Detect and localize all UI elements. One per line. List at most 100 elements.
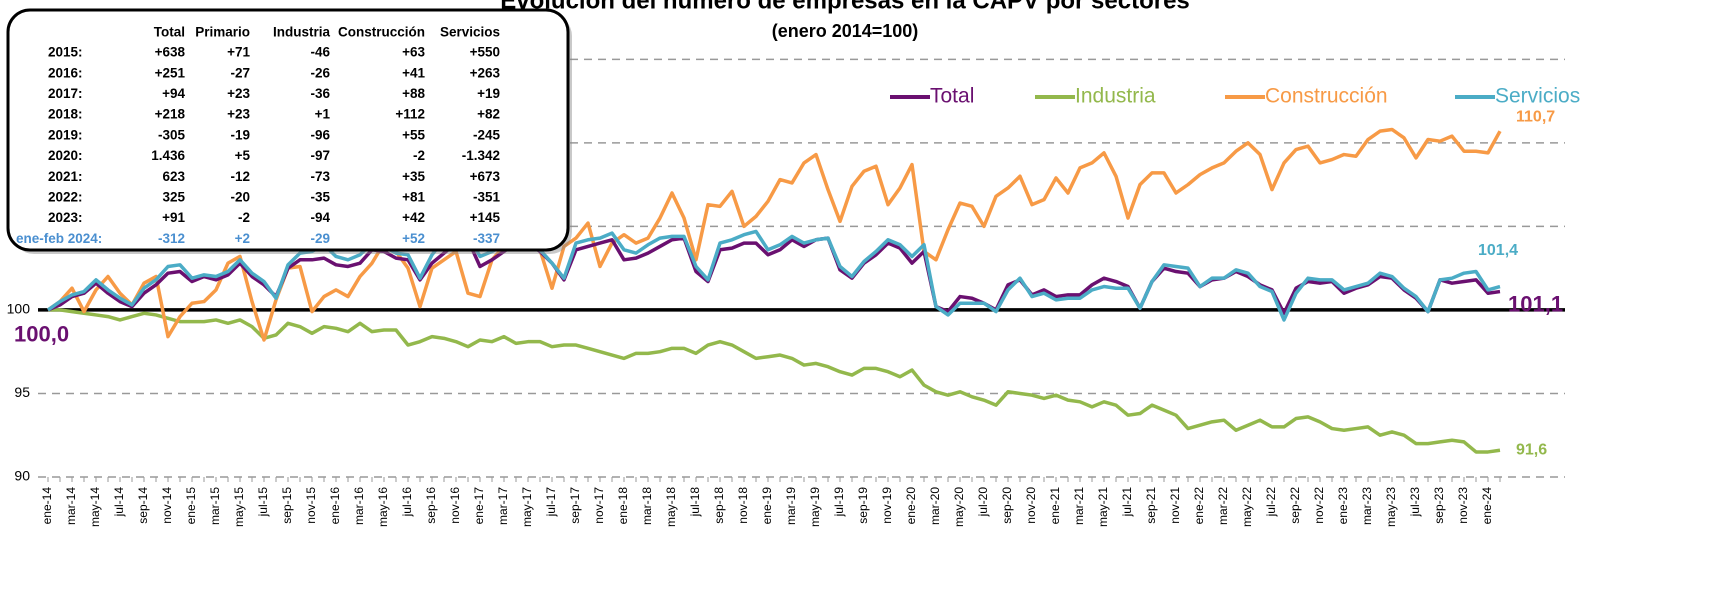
x-tick-label: jul-20	[976, 487, 990, 518]
x-tick-label: mar-14	[64, 487, 78, 525]
x-tick-label: mar-17	[496, 487, 510, 525]
table-cell: +218	[155, 107, 186, 122]
x-tick-label: nov-21	[1168, 487, 1182, 524]
table-cell: -73	[310, 169, 330, 184]
table-cell: 1.436	[151, 148, 185, 163]
table-cell: -2	[413, 148, 425, 163]
table-cell: 623	[162, 169, 185, 184]
table-cell: +81	[402, 189, 425, 204]
x-tick-label: nov-22	[1312, 487, 1326, 524]
table-cell: -29	[310, 231, 330, 246]
table-cell: -19	[230, 127, 250, 142]
x-tick-label: mar-16	[352, 487, 366, 525]
table-cell: +88	[402, 86, 425, 101]
x-tick-label: sep-19	[856, 487, 870, 524]
x-tick-label: sep-20	[1000, 487, 1014, 524]
x-tick-label: nov-17	[592, 487, 606, 524]
x-tick-label: mar-22	[1216, 487, 1230, 525]
x-tick-label: may-16	[376, 487, 390, 527]
table-cell: -12	[230, 169, 250, 184]
x-tick-label: sep-16	[424, 487, 438, 524]
table-cell: ene-feb 2024:	[16, 231, 102, 246]
x-tick-label: may-21	[1096, 487, 1110, 527]
table-cell: 2021:	[48, 169, 83, 184]
table-cell: -1.342	[462, 148, 500, 163]
x-tick-label: jul-17	[544, 487, 558, 518]
table-cell: -2	[238, 210, 250, 225]
table-cell: -337	[473, 231, 500, 246]
x-tick-label: nov-14	[160, 487, 174, 524]
chart-title: Evolución del número de empresas en la C…	[500, 0, 1190, 14]
x-tick-label: may-22	[1240, 487, 1254, 527]
x-tick-label: ene-14	[40, 487, 54, 525]
legend: Total Industria Construcción Servicios	[890, 85, 1580, 108]
x-tick-label: jul-22	[1264, 487, 1278, 518]
table-cell: +2	[235, 231, 250, 246]
x-tick-label: mar-19	[784, 487, 798, 525]
x-tick-label: jul-19	[832, 487, 846, 518]
table-cell: 2023:	[48, 210, 83, 225]
x-tick-label: nov-23	[1456, 487, 1470, 524]
table-header: Primario	[195, 25, 250, 40]
x-tick-label: mar-18	[640, 487, 654, 525]
table-frame	[6, 8, 570, 252]
x-tick-label: jul-15	[256, 487, 270, 518]
series-line	[48, 308, 1501, 454]
table-cell: -36	[310, 86, 330, 101]
table-cell: -245	[473, 127, 501, 142]
table-cell: +263	[470, 65, 501, 80]
x-tick-label: sep-22	[1288, 487, 1302, 524]
table-cell: +673	[470, 169, 501, 184]
end-label: 101,1	[1508, 291, 1563, 316]
table-cell: +52	[402, 231, 425, 246]
y-tick-label: 100	[7, 301, 31, 317]
legend-label: Total	[930, 85, 974, 108]
table-cell: -96	[310, 127, 330, 142]
x-tick-label: ene-20	[904, 487, 918, 525]
table-cell: -305	[158, 127, 186, 142]
legend-label: Construcción	[1265, 85, 1388, 108]
x-tick-label: jul-21	[1120, 487, 1134, 518]
end-label: 110,7	[1516, 108, 1555, 125]
x-tick-label: ene-19	[760, 487, 774, 525]
x-tick-label: ene-16	[328, 487, 342, 525]
chart-subtitle: (enero 2014=100)	[772, 21, 919, 41]
x-tick-label: ene-22	[1192, 487, 1206, 525]
x-tick-label: ene-17	[472, 487, 486, 525]
table-cell: +251	[155, 65, 186, 80]
table-cell: +63	[402, 45, 425, 60]
x-tick-label: sep-18	[712, 487, 726, 524]
table-cell: 325	[162, 189, 185, 204]
x-tick-label: sep-21	[1144, 487, 1158, 524]
x-tick-label: sep-17	[568, 487, 582, 524]
x-tick-label: may-15	[232, 487, 246, 527]
table-cell: 2016:	[48, 65, 83, 80]
table-cell: 2022:	[48, 189, 83, 204]
x-tick-label: ene-21	[1048, 487, 1062, 525]
table-cell: +638	[155, 45, 186, 60]
table-cell: -46	[310, 45, 330, 60]
x-tick-label: nov-19	[880, 487, 894, 524]
table-cell: +1	[315, 107, 331, 122]
table-cell: 2018:	[48, 107, 83, 122]
x-tick-label: mar-23	[1360, 487, 1374, 525]
table-cell: +41	[402, 65, 425, 80]
table-cell: 2020:	[48, 148, 83, 163]
table-cell: +550	[470, 45, 500, 60]
table-cell: -312	[158, 231, 185, 246]
x-tick-label: nov-20	[1024, 487, 1038, 524]
table-cell: -35	[310, 189, 330, 204]
table-cell: 2017:	[48, 86, 83, 101]
x-tick-label: may-14	[88, 487, 102, 527]
table-cell: +71	[227, 45, 250, 60]
x-tick-label: sep-23	[1432, 487, 1446, 524]
start-label: 100,0	[14, 322, 69, 347]
x-tick-label: nov-15	[304, 487, 318, 524]
table-cell: +94	[162, 86, 185, 101]
table-cell: -351	[473, 189, 501, 204]
y-tick-label: 90	[14, 468, 30, 484]
table-cell: +145	[470, 210, 501, 225]
x-tick-label: jul-18	[688, 487, 702, 518]
x-tick-label: jul-14	[112, 487, 126, 518]
